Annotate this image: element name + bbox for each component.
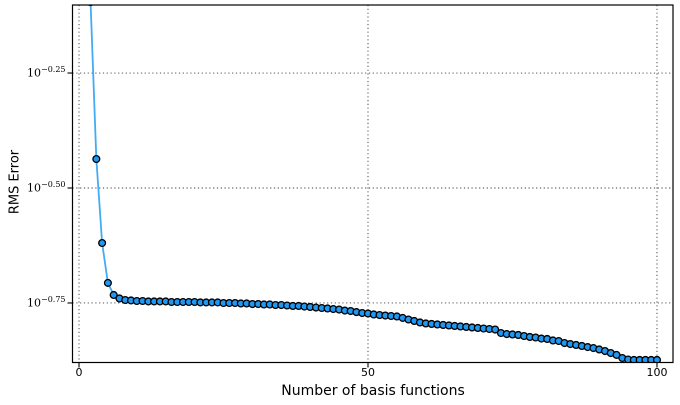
data-series-line (89, 5, 657, 361)
data-point (103, 278, 112, 287)
data-point (98, 238, 107, 248)
data-point (652, 355, 662, 363)
x-tick-label-100: 100 (646, 366, 668, 379)
y-axis-label: RMS Error (7, 149, 23, 215)
data-point (109, 290, 118, 300)
x-tick-label-50: 50 (360, 366, 375, 379)
axes-frame (71, 4, 674, 364)
y-tick-label-−0.50: 10−0.50 (26, 179, 66, 195)
y-tick-label-−0.75: 10−0.75 (26, 294, 66, 310)
data-point (491, 325, 500, 334)
x-tick-label-0: 0 (75, 366, 83, 379)
data-point (92, 154, 101, 164)
x-axis-label: Number of basis functions (281, 383, 465, 399)
y-tick-label-−0.25: 10−0.25 (26, 64, 66, 80)
